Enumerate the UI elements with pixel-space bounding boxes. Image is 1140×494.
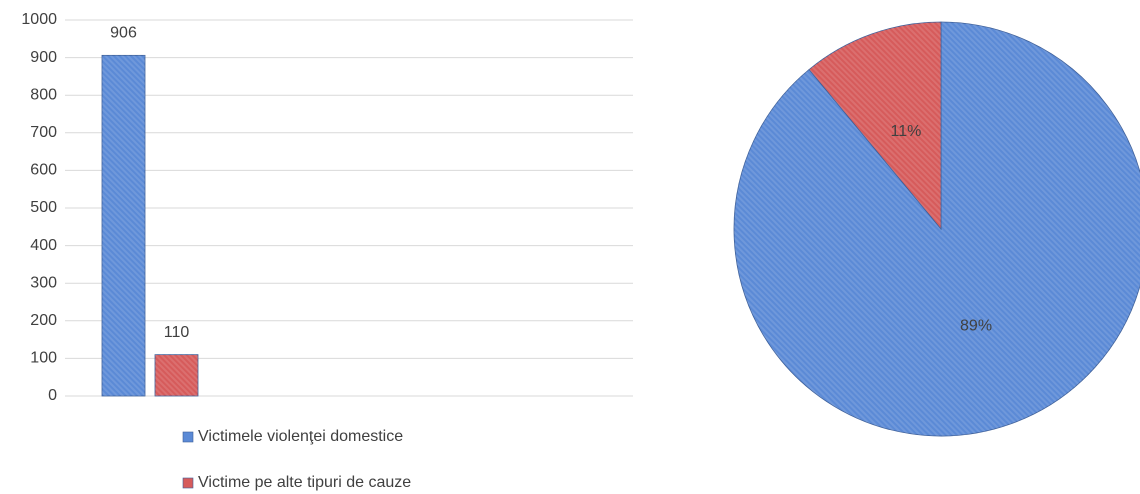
y-tick-label: 600: [30, 162, 57, 179]
legend-label: Victimele violenţei domestice: [198, 428, 403, 445]
y-tick-label: 0: [48, 387, 57, 404]
y-tick-label: 200: [30, 312, 57, 329]
data-label: 11%: [891, 123, 922, 140]
legend-label: Victime pe alte tipuri de cauze: [198, 474, 411, 491]
bar-texture: [155, 354, 198, 396]
pie-texture: [809, 22, 941, 229]
y-tick-label: 700: [30, 124, 57, 141]
data-label: 110: [164, 324, 190, 341]
pie-texture: [734, 22, 1140, 436]
y-tick-label: 300: [30, 274, 57, 291]
y-tick-label: 800: [30, 86, 57, 103]
legend-swatch: [182, 477, 194, 489]
y-tick-label: 400: [30, 237, 57, 254]
data-label: 906: [110, 25, 137, 42]
bar-texture: [102, 55, 145, 397]
data-label: 89%: [960, 318, 992, 335]
y-tick-label: 900: [30, 49, 57, 66]
y-tick-label: 100: [30, 350, 57, 367]
y-tick-label: 500: [30, 199, 57, 216]
y-tick-label: 1000: [21, 11, 57, 28]
legend-swatch: [182, 431, 194, 443]
